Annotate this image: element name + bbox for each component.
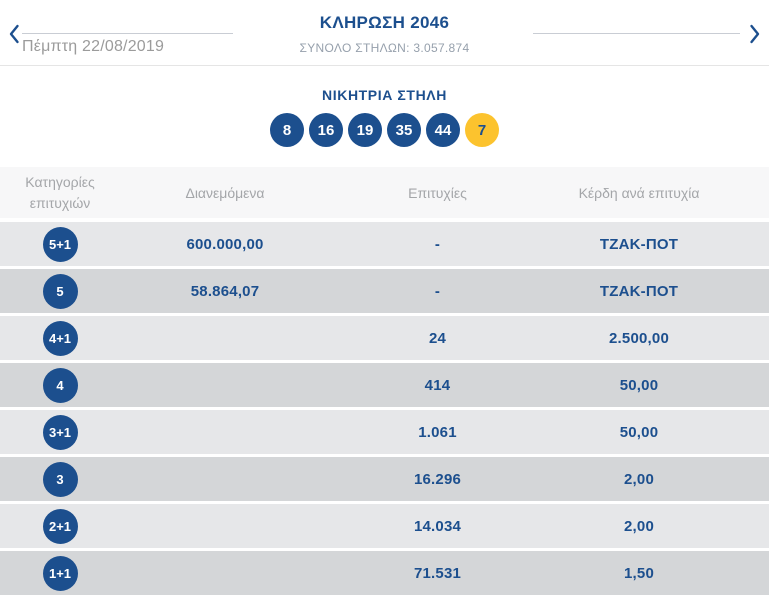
total-columns-label: ΣΥΝΟΛΟ ΣΤΗΛΩΝ: 3.057.874 xyxy=(299,41,470,55)
prize-per-winner: 2.500,00 xyxy=(609,329,669,347)
prize-per-winner: 2,00 xyxy=(624,517,654,535)
prize-table-body: 5+1 600.000,00 - ΤΖΑΚ-ΠΟΤ 5 58.864,07 - … xyxy=(0,222,769,595)
prize-per-winner: 50,00 xyxy=(619,376,659,394)
category-badge: 5+1 xyxy=(42,226,78,262)
category-badge: 4+1 xyxy=(42,320,78,356)
bonus-number-ball: 7 xyxy=(465,113,499,147)
prize-table: Κατηγορίες επιτυχιών Διανεμόμενα Επιτυχί… xyxy=(0,167,769,595)
next-draw-button[interactable] xyxy=(744,23,766,45)
draw-header: Πέμπτη 22/08/2019 ΚΛΗΡΩΣΗ 2046 ΣΥΝΟΛΟ ΣΤ… xyxy=(0,0,769,66)
number-ball-1: 8 xyxy=(270,113,304,147)
winning-numbers-section: ΝΙΚΗΤΡΙΑ ΣΤΗΛΗ 8 16 19 35 44 7 xyxy=(0,66,769,167)
table-row-5plus1: 5+1 600.000,00 - ΤΖΑΚ-ΠΟΤ xyxy=(0,222,769,266)
winning-numbers-row: 8 16 19 35 44 7 xyxy=(0,113,769,147)
table-row-4: 4 414 50,00 xyxy=(0,363,769,407)
draw-date: Πέμπτη 22/08/2019 xyxy=(22,38,165,55)
category-badge: 3+1 xyxy=(42,414,78,450)
table-row-1plus1: 1+1 71.531 1,50 xyxy=(0,551,769,595)
number-ball-4: 35 xyxy=(387,113,421,147)
prize-per-winner: ΤΖΑΚ-ΠΟΤ xyxy=(599,282,679,300)
category-badge: 2+1 xyxy=(42,508,78,544)
prize-per-winner: 50,00 xyxy=(619,423,659,441)
divider-line-left xyxy=(22,33,233,34)
distributed-amount: 600.000,00 xyxy=(186,235,264,253)
previous-draw-button[interactable] xyxy=(3,23,25,45)
table-row-4plus1: 4+1 24 2.500,00 xyxy=(0,316,769,360)
column-header-categories: Κατηγορίες επιτυχιών xyxy=(25,174,95,211)
table-row-3: 3 16.296 2,00 xyxy=(0,457,769,501)
table-row-5: 5 58.864,07 - ΤΖΑΚ-ΠΟΤ xyxy=(0,269,769,313)
winners-count: 14.034 xyxy=(413,517,462,535)
prize-table-header: Κατηγορίες επιτυχιών Διανεμόμενα Επιτυχί… xyxy=(0,167,769,218)
column-header-winners: Επιτυχίες xyxy=(408,184,467,201)
winning-numbers-heading: ΝΙΚΗΤΡΙΑ ΣΤΗΛΗ xyxy=(322,87,447,103)
column-header-distributed: Διανεμόμενα xyxy=(185,184,265,201)
winners-count: 16.296 xyxy=(413,470,462,488)
winners-count: - xyxy=(434,235,441,253)
number-ball-3: 19 xyxy=(348,113,382,147)
category-badge: 5 xyxy=(42,273,78,309)
prize-per-winner: ΤΖΑΚ-ΠΟΤ xyxy=(599,235,679,253)
prize-per-winner: 2,00 xyxy=(624,470,654,488)
draw-title-block: ΚΛΗΡΩΣΗ 2046 ΣΥΝΟΛΟ ΣΤΗΛΩΝ: 3.057.874 xyxy=(0,13,769,55)
table-row-3plus1: 3+1 1.061 50,00 xyxy=(0,410,769,454)
category-badge: 4 xyxy=(42,367,78,403)
divider-line-right xyxy=(533,33,740,34)
number-ball-2: 16 xyxy=(309,113,343,147)
column-header-prize: Κέρδη ανά επιτυχία xyxy=(578,184,700,201)
winners-count: - xyxy=(434,282,441,300)
category-badge: 1+1 xyxy=(42,555,78,591)
prize-per-winner: 1,50 xyxy=(624,564,654,582)
winners-count: 24 xyxy=(428,329,447,347)
winners-count: 1.061 xyxy=(418,423,457,441)
chevron-left-icon xyxy=(9,24,19,44)
table-row-2plus1: 2+1 14.034 2,00 xyxy=(0,504,769,548)
winners-count: 414 xyxy=(424,376,451,394)
chevron-right-icon xyxy=(750,24,760,44)
winners-count: 71.531 xyxy=(413,564,462,582)
draw-title: ΚΛΗΡΩΣΗ 2046 xyxy=(319,13,450,32)
category-badge: 3 xyxy=(42,461,78,497)
number-ball-5: 44 xyxy=(426,113,460,147)
distributed-amount: 58.864,07 xyxy=(190,282,260,300)
